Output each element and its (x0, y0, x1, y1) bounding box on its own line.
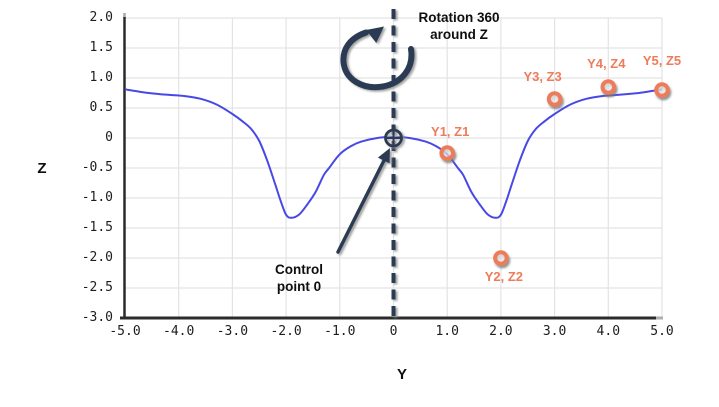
control-point-0-marker (384, 128, 403, 148)
x-tick-label: 0 (389, 324, 398, 339)
y-tick-label: 2.0 (89, 10, 113, 25)
x-tick-label: 5.0 (650, 324, 674, 339)
control-point-annotation-text: Control point 0 (260, 262, 338, 295)
y-tick-label: -2.5 (81, 280, 113, 295)
control-point-label: Y4, Z4 (587, 56, 626, 71)
rotation-annotation-group (340, 9, 415, 317)
y-tick-label: 1.5 (89, 40, 113, 55)
y-tick-label: 1.0 (89, 70, 113, 85)
x-tick-label: -2.0 (270, 324, 302, 339)
control-point-label: Y2, Z2 (484, 269, 524, 284)
x-tick-label: 2.0 (489, 324, 513, 339)
rotation-arrow-icon (340, 29, 415, 91)
control-point-marker (600, 79, 617, 95)
x-tick-label: 3.0 (542, 324, 567, 339)
y-tick-label: 0 (105, 130, 113, 145)
control-point-label: Y1, Z1 (431, 124, 470, 139)
control-point-marker (654, 82, 670, 98)
y-axis-title: Z (37, 160, 47, 177)
control-point-label: Y5, Z5 (642, 53, 682, 68)
control-point-arrow-line (336, 158, 386, 254)
x-tick-label: 1.0 (435, 324, 459, 339)
y-tick-label: 0.5 (89, 100, 113, 115)
control-point-annotation-group (336, 148, 390, 254)
control-point-marker (493, 250, 509, 266)
x-tick-label: -3.0 (216, 324, 249, 339)
rotation-annotation-line2: around Z (430, 26, 488, 42)
rotation-annotation-text: Rotation 360 around Z (406, 10, 512, 43)
control-point-annotation-line1: Control (275, 262, 323, 277)
y-tick-label: -1.0 (81, 190, 113, 205)
axes-layer (120, 13, 663, 320)
y-tick-label: -1.5 (81, 220, 113, 235)
control-points-layer (439, 79, 670, 266)
control-point-marker (439, 145, 456, 161)
control-point-marker (546, 91, 563, 107)
control-point-label: Y3, Z3 (523, 69, 562, 84)
control-point-annotation-line2: point 0 (276, 278, 322, 294)
rotation-annotation-line1: Rotation 360 (418, 10, 500, 25)
rotation-arrowhead-icon (366, 26, 384, 43)
control-point-arrowhead-icon (377, 148, 390, 164)
x-tick-label: -5.0 (109, 324, 141, 339)
y-tick-label: -3.0 (81, 310, 113, 325)
x-tick-label: 4.0 (596, 324, 621, 339)
x-tick-label: -1.0 (324, 324, 356, 339)
x-axis-title: Y (396, 366, 407, 383)
y-tick-label: -0.5 (81, 160, 113, 175)
x-tick-label: -4.0 (163, 324, 195, 339)
origin-marker-layer (384, 128, 403, 148)
y-tick-label: -2.0 (81, 250, 113, 265)
